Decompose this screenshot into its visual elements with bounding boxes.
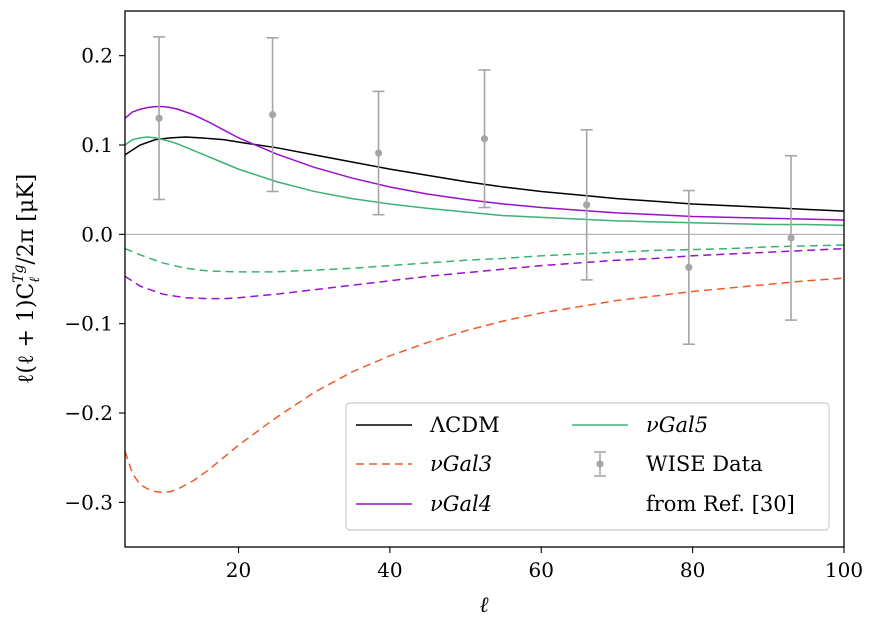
legend-errorbar-marker xyxy=(596,460,604,468)
y-axis-label-superscript: Tg xyxy=(11,265,27,283)
plot-frame xyxy=(124,10,845,548)
legend-label: ΛCDM xyxy=(429,413,500,437)
errorbar-marker xyxy=(268,111,277,119)
legend-label: νGal5 xyxy=(646,413,708,437)
errorbar-marker xyxy=(480,135,489,143)
y-tick-label: −0.2 xyxy=(64,401,113,425)
legend-label: νGal3 xyxy=(430,452,492,476)
series-line-5 xyxy=(124,247,845,300)
errorbar-marker xyxy=(155,114,163,122)
errorbar-point-5 xyxy=(682,189,695,346)
series-line-0 xyxy=(124,136,845,212)
x-tick-label: 40 xyxy=(377,558,402,582)
x-tick-label: 60 xyxy=(529,558,554,582)
legend-entry-3: νGal5 xyxy=(572,413,708,437)
errorbar-point-1 xyxy=(266,36,279,193)
legend-entry-4: WISE Data xyxy=(594,451,763,477)
legend-label: WISE Data xyxy=(646,452,763,476)
x-tick-label: 80 xyxy=(680,558,705,582)
y-tick-label: 0.0 xyxy=(81,222,113,246)
y-tick-label: −0.1 xyxy=(64,312,113,336)
y-tick-label: 0.1 xyxy=(81,133,113,157)
x-tick-label: 100 xyxy=(825,558,863,582)
errorbar-point-6 xyxy=(785,154,798,321)
y-tick-label: 0.2 xyxy=(81,44,113,68)
legend-entry-2: νGal4 xyxy=(356,492,492,516)
errorbar-marker xyxy=(787,234,795,242)
x-axis-label: ℓ xyxy=(479,593,489,618)
errorbar-marker xyxy=(583,201,591,209)
x-tick-label: 20 xyxy=(226,558,251,582)
y-axis-label-main: ℓ(ℓ + 1)C xyxy=(14,283,39,385)
series-line-1 xyxy=(124,277,845,494)
legend-label: νGal4 xyxy=(430,492,492,516)
errorbar-marker xyxy=(374,149,383,157)
legend-label: from Ref. [30] xyxy=(646,492,795,516)
legend-entry-0: ΛCDM xyxy=(356,413,500,437)
series-line-4 xyxy=(124,244,845,273)
errorbar-point-2 xyxy=(372,90,385,216)
y-tick-label: −0.3 xyxy=(64,490,113,514)
y-axis-label: ℓ(ℓ + 1)CℓTg/2π [μK] xyxy=(11,174,43,384)
legend-entry-5: from Ref. [30] xyxy=(646,492,795,516)
y-axis-label-tail: /2π [μK] xyxy=(14,174,39,265)
legend: ΛCDM νGal3 νGal4 νGal5 WISE Data from Ref. [3… xyxy=(345,402,830,531)
errorbar-marker xyxy=(685,263,693,271)
y-axis-label-subscript: ℓ xyxy=(27,277,43,283)
legend-frame xyxy=(345,402,830,531)
errorbar-point-4 xyxy=(580,129,593,281)
y-axis-label-group: ℓ(ℓ + 1)CℓTg/2π [μK] xyxy=(11,174,43,384)
legend-entry-1: νGal3 xyxy=(356,452,492,476)
errorbar-point-3 xyxy=(478,69,491,209)
errorbar-point-0 xyxy=(153,36,166,201)
